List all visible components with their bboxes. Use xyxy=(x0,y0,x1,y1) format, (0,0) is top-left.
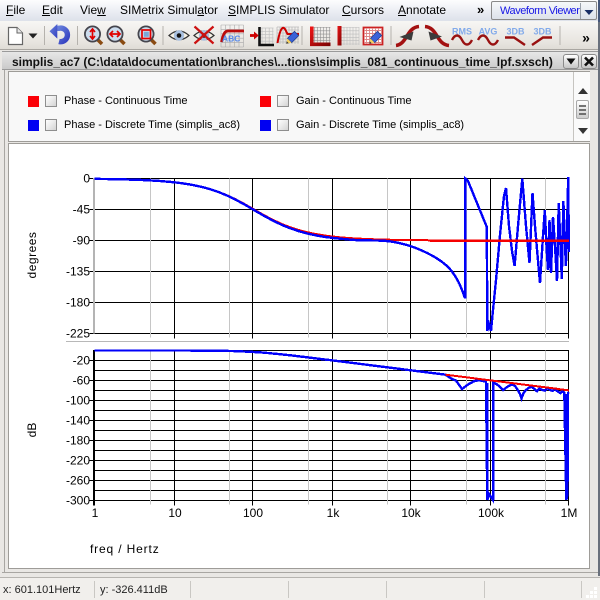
svg-text:-100: -100 xyxy=(66,394,90,408)
svg-text:100k: 100k xyxy=(478,506,505,520)
svg-text:10k: 10k xyxy=(401,506,421,520)
svg-text:3DB: 3DB xyxy=(506,27,525,37)
svg-text:-90: -90 xyxy=(73,234,91,248)
svg-text:degrees: degrees xyxy=(25,232,39,279)
svg-text:0: 0 xyxy=(83,172,90,186)
svg-text:»: » xyxy=(582,30,590,46)
svg-text:-225: -225 xyxy=(66,327,90,341)
svg-text:dB: dB xyxy=(25,423,39,438)
svg-text:AVG: AVG xyxy=(479,27,498,37)
svg-text:RMS: RMS xyxy=(452,27,472,37)
svg-text:-135: -135 xyxy=(66,265,90,279)
svg-text:100: 100 xyxy=(243,506,263,520)
svg-text:1M: 1M xyxy=(561,506,578,520)
svg-text:ABC: ABC xyxy=(222,34,240,44)
svg-text:freq / Hertz: freq / Hertz xyxy=(90,542,160,556)
svg-text:-300: -300 xyxy=(66,494,90,508)
svg-text:3DB: 3DB xyxy=(533,27,552,37)
svg-text:-220: -220 xyxy=(66,454,90,468)
svg-text:10: 10 xyxy=(168,506,182,520)
svg-text:-20: -20 xyxy=(73,354,91,368)
svg-text:-180: -180 xyxy=(66,296,90,310)
svg-text:1: 1 xyxy=(92,506,99,520)
svg-text:1k: 1k xyxy=(327,506,341,520)
svg-text:-60: -60 xyxy=(73,374,91,388)
svg-text:-140: -140 xyxy=(66,414,90,428)
svg-text:-260: -260 xyxy=(66,474,90,488)
svg-text:-45: -45 xyxy=(73,203,91,217)
svg-text:-180: -180 xyxy=(66,434,90,448)
